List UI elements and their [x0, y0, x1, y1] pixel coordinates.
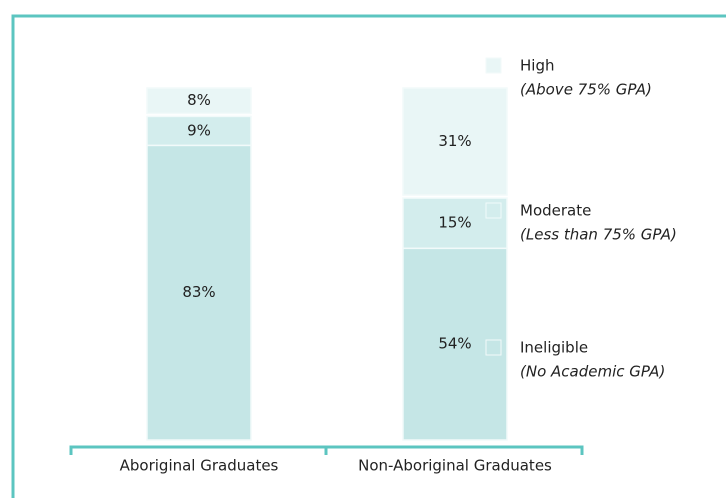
frame — [11, 14, 726, 498]
value-label: 9% — [187, 121, 211, 139]
legend-swatch — [485, 202, 502, 219]
category-axis — [69, 445, 584, 455]
bar-segment — [146, 87, 252, 115]
legend-label: Ineligible — [520, 339, 588, 357]
x-tick-label: Aboriginal Graduates — [120, 457, 279, 475]
legend-label: High — [520, 57, 554, 75]
value-label: 15% — [438, 214, 471, 232]
value-label: 31% — [438, 132, 471, 150]
value-label: 83% — [182, 283, 215, 301]
legend-label: Moderate — [520, 202, 591, 220]
value-label: 8% — [187, 91, 211, 109]
legend-note: (Less than 75% GPA) — [520, 226, 677, 244]
bar-segment — [146, 115, 252, 147]
bar-segment — [402, 87, 508, 196]
legend-swatch — [485, 339, 502, 356]
value-label: 54% — [438, 335, 471, 353]
bar-segment — [146, 144, 252, 441]
legend-note: (No Academic GPA) — [520, 363, 665, 381]
legend-note: (Above 75% GPA) — [520, 81, 652, 99]
legend-swatch — [485, 57, 502, 74]
x-tick-label: Non-Aboriginal Graduates — [358, 457, 552, 475]
